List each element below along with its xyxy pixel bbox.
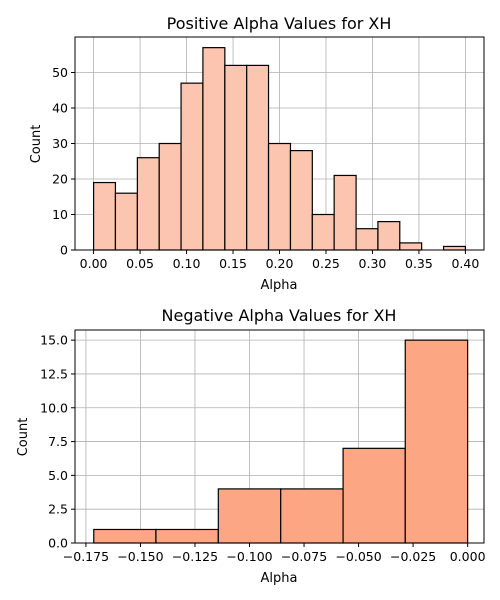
histogram-bar [289,150,313,251]
histogram-bar [224,64,248,251]
histogram-positive: 0.00 0.05 0.10 0.15 0.20 0.25 0.30 0.35 0.40 0 10 2… [29,14,485,293]
x-tick-label: 0.00 [80,256,108,271]
x-tick-label: 0.40 [451,256,479,271]
histogram-bar [92,181,117,251]
histogram-bar [180,82,204,251]
chart-title-negative: Negative Alpha Values for XH [162,306,397,325]
y-tick-label: 10.0 [40,400,68,415]
histogram-bar [442,245,467,251]
x-tick-label: 0.20 [266,256,294,271]
histogram-bar [93,528,157,544]
chart-title-positive: Positive Alpha Values for XH [167,14,392,33]
histogram-bar [342,447,406,544]
y-tick-label: 20 [52,172,68,187]
y-tick-label: 7.5 [48,434,68,449]
histogram-bar [399,242,423,251]
x-tick-label: 0.15 [219,256,247,271]
x-tick-label: −0.050 [335,549,381,564]
x-tick-label: −0.025 [390,549,436,564]
ticks-negative: −0.175 −0.150 −0.125 −0.100 −0.075 −0.050 −0.0… [40,333,485,564]
y-tick-label: 30 [52,136,68,151]
x-tick-label: 0.10 [173,256,201,271]
x-tick-label: −0.175 [63,549,109,564]
y-tick-label: 0.0 [48,536,68,551]
histogram-bar [280,488,344,544]
x-tick-label: 0.05 [126,256,154,271]
x-tick-label: 0.000 [450,549,486,564]
x-tick-label: −0.100 [226,549,272,564]
plot-frame-negative [74,329,485,544]
histogram-bar [333,174,357,251]
histogram-bar [202,47,226,251]
y-tick-label: 2.5 [48,502,68,517]
x-axis-label-positive: Alpha [261,278,298,293]
x-tick-label: 0.25 [312,256,340,271]
x-axis-label-negative: Alpha [261,571,298,586]
histogram-negative: −0.175 −0.150 −0.125 −0.100 −0.075 −0.050 −0.0… [16,306,486,586]
y-axis-label-positive: Count [29,125,44,164]
y-tick-label: 0 [60,243,68,258]
x-tick-label: −0.150 [117,549,163,564]
x-tick-label: 0.35 [405,256,433,271]
x-tick-label: −0.075 [281,549,327,564]
y-tick-label: 15.0 [40,333,68,348]
histogram-bar [136,157,160,251]
histogram-bar [267,142,292,251]
y-tick-label: 5.0 [48,468,68,483]
histogram-bar [246,64,270,251]
x-tick-label: 0.30 [359,256,387,271]
y-tick-label: 40 [52,101,68,116]
histogram-bar [155,528,219,544]
y-tick-label: 10 [52,207,68,222]
histogram-bar [355,228,379,251]
histogram-bar [311,213,335,251]
histogram-bar [377,221,401,251]
ticks-positive: 0.00 0.05 0.10 0.15 0.20 0.25 0.30 0.35 0.40 0 10 2… [52,65,479,271]
histogram-bar [158,142,182,251]
histogram-bar [217,488,282,544]
y-tick-label: 50 [52,65,68,80]
x-tick-label: −0.125 [172,549,218,564]
histogram-bar [114,192,138,251]
histogram-bar [404,339,469,544]
y-tick-label: 12.5 [40,366,68,381]
y-axis-label-negative: Count [16,418,31,457]
